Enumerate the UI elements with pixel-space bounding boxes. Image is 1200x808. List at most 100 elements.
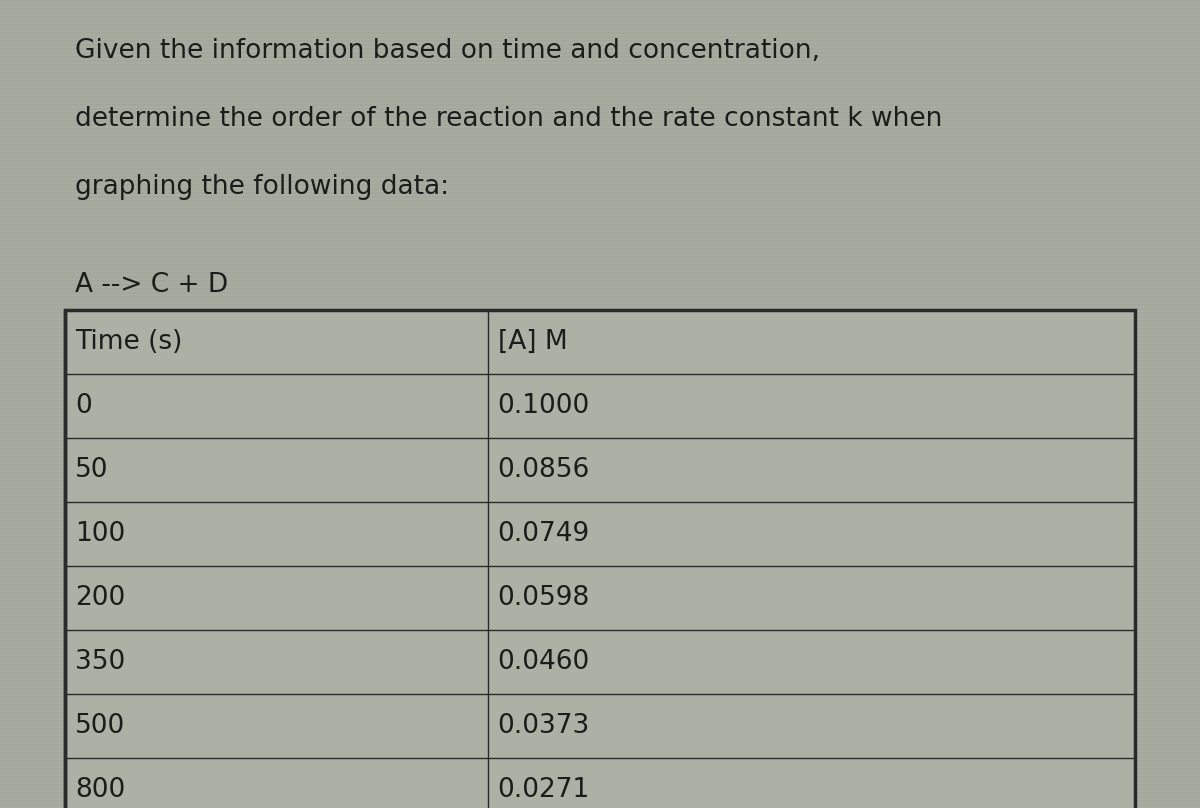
Bar [0,608,1200,610]
Bar [0,376,1200,378]
Bar [0,540,1200,542]
Bar [0,420,1200,422]
Text: 200: 200 [74,585,125,611]
Bar [0,8,1200,10]
Bar [0,504,1200,506]
Text: Given the information based on time and concentration,: Given the information based on time and … [74,38,820,64]
Bar [0,756,1200,758]
Bar [0,196,1200,198]
Bar [0,576,1200,578]
Bar [0,764,1200,766]
Bar [0,68,1200,70]
Bar [0,232,1200,234]
Text: [A] M: [A] M [498,329,568,355]
Bar [0,612,1200,614]
Bar [0,12,1200,14]
Bar [0,264,1200,266]
Bar [0,20,1200,22]
Bar [0,64,1200,66]
Bar [0,636,1200,638]
Bar [0,28,1200,30]
Text: 50: 50 [74,457,108,483]
Text: 0.0271: 0.0271 [498,777,590,803]
Bar [0,684,1200,686]
Bar [0,144,1200,146]
Bar [0,84,1200,86]
Bar [0,388,1200,390]
Bar [0,728,1200,730]
Text: 0.1000: 0.1000 [498,393,590,419]
Bar [0,280,1200,282]
Bar [0,704,1200,706]
Bar [0,368,1200,370]
Bar [0,248,1200,250]
Bar [0,244,1200,246]
Bar [0,716,1200,718]
Bar [0,288,1200,290]
Bar [0,708,1200,710]
Bar [0,472,1200,474]
Bar [0,184,1200,186]
Bar [0,372,1200,374]
Bar [0,520,1200,522]
Bar [0,356,1200,358]
Bar [0,732,1200,734]
Bar [0,240,1200,242]
Bar [0,692,1200,694]
Bar [0,104,1200,106]
Bar [0,44,1200,46]
Bar [0,360,1200,362]
Bar [0,600,1200,602]
Bar [0,564,1200,566]
Bar [0,552,1200,554]
Bar [0,200,1200,202]
Bar [0,660,1200,662]
Bar [0,560,1200,562]
Bar [0,772,1200,774]
Bar [0,152,1200,154]
Bar [0,548,1200,550]
Bar [0,804,1200,806]
Bar [0,308,1200,310]
Bar [0,508,1200,510]
Bar [0,700,1200,702]
Text: 500: 500 [74,713,125,739]
Bar [0,56,1200,58]
Bar [0,664,1200,666]
Bar [0,72,1200,74]
Bar [0,584,1200,586]
Text: 0.0373: 0.0373 [498,713,590,739]
Bar [0,736,1200,738]
Bar [0,236,1200,238]
Bar [0,440,1200,442]
Bar [0,444,1200,446]
Bar [0,672,1200,674]
Bar [0,580,1200,582]
Bar [0,800,1200,802]
Bar [0,528,1200,530]
Bar [0,396,1200,398]
Bar [0,324,1200,326]
Bar [0,776,1200,778]
Bar [0,592,1200,594]
Bar [0,620,1200,622]
Bar [0,740,1200,742]
Bar [0,456,1200,458]
Bar [0,136,1200,138]
Bar [0,16,1200,18]
Bar [0,532,1200,534]
Bar [0,132,1200,134]
Bar [0,340,1200,342]
Text: graphing the following data:: graphing the following data: [74,174,449,200]
Bar [0,336,1200,338]
Bar [0,512,1200,514]
Bar [0,424,1200,426]
Bar [0,32,1200,34]
Text: 100: 100 [74,521,125,547]
Bar [0,100,1200,102]
Bar [0,36,1200,38]
Bar [0,436,1200,438]
Bar [0,256,1200,258]
Bar [0,316,1200,318]
Text: 0.0460: 0.0460 [498,649,590,675]
